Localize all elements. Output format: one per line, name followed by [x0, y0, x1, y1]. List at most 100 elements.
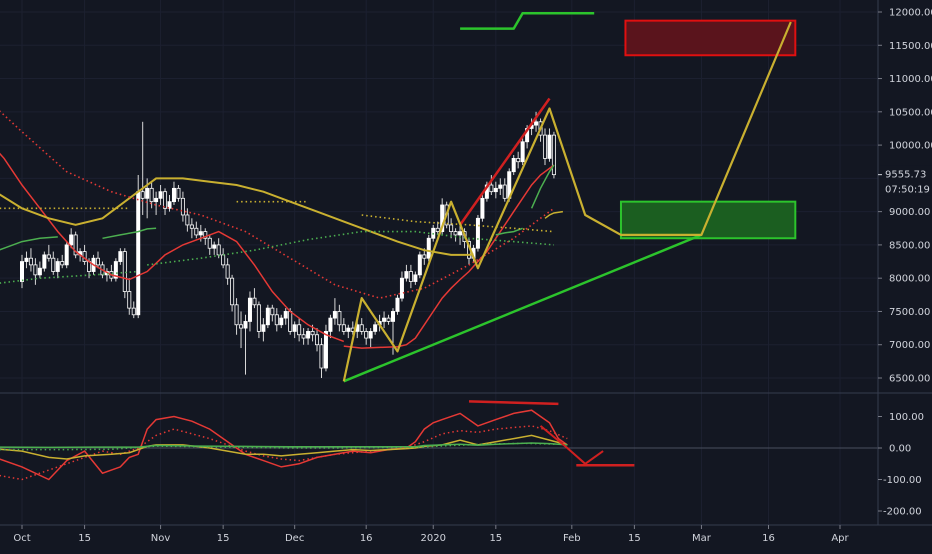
candle-body-1: [24, 257, 29, 262]
candle-body-111: [516, 157, 521, 163]
time-tick-label-1: 15: [78, 533, 91, 544]
candle-body-94: [440, 204, 445, 232]
green-ma-segment-3: [495, 227, 523, 236]
candle-body-105: [489, 184, 494, 193]
yellow-long-ma: [0, 177, 474, 256]
time-tick-label-4: Dec: [285, 533, 304, 544]
candle-body-44: [216, 244, 221, 256]
candle-body-35: [176, 187, 181, 199]
candle-body-108: [502, 184, 507, 199]
price-tick-label-0: 6500.00: [889, 374, 930, 385]
candle-body-2: [28, 257, 33, 266]
candle-body-63: [301, 334, 306, 339]
price-tick-label-9: 11000.00: [889, 74, 932, 85]
time-tick-label-12: Apr: [831, 533, 849, 544]
candle-countdown: 07:50:19: [885, 185, 930, 196]
candle-body-62: [297, 324, 302, 336]
candle-body-86: [404, 271, 409, 279]
last-price-box: [880, 165, 932, 196]
last-price-label: 9555.73: [885, 170, 926, 181]
time-tick-label-9: 15: [628, 533, 641, 544]
candle-body-51: [247, 297, 252, 322]
candle-body-37: [185, 214, 190, 226]
candles-layer: [19, 111, 556, 378]
candle-body-72: [341, 324, 346, 332]
oscillator-projection: [539, 425, 604, 466]
candle-body-107: [498, 184, 503, 189]
candle-body-61: [292, 324, 297, 332]
candle-body-84: [395, 297, 400, 312]
candle-body-39: [194, 227, 199, 236]
candle-body-12: [73, 234, 78, 256]
candle-body-97: [453, 231, 458, 236]
zigzag-pattern: [342, 21, 792, 382]
candle-body-68: [323, 331, 328, 369]
candle-body-55: [265, 307, 270, 326]
candle-body-118: [547, 134, 552, 159]
green-ma-segment-2: [102, 227, 157, 240]
candle-body-60: [288, 311, 293, 332]
candle-body-117: [542, 134, 547, 159]
candle-body-54: [261, 324, 266, 332]
time-tick-label-10: Mar: [692, 533, 712, 544]
candle-body-88: [413, 274, 418, 282]
candle-body-53: [256, 304, 261, 332]
candle-body-56: [270, 307, 275, 316]
candle-body-26: [136, 191, 141, 316]
time-tick-label-5: 16: [360, 533, 373, 544]
candle-body-24: [127, 291, 132, 309]
red-ma-descending: [0, 152, 345, 343]
oscillator-axis: 100.00 0.00 -100.00 -200.00: [878, 412, 924, 518]
candle-body-79: [373, 324, 378, 332]
time-axis: Oct 15 Nov 15 Dec 16 2020 15 Feb 15 Mar 16 Apr: [13, 525, 850, 544]
candle-body-23: [122, 251, 127, 292]
candle-body-81: [382, 317, 387, 322]
upper-green-segment: [460, 12, 595, 30]
candle-body-103: [480, 197, 485, 219]
candle-body-7: [51, 257, 56, 272]
trendline-support: [343, 233, 702, 383]
candle-body-28: [145, 187, 150, 199]
red-oscillator-dotted: [0, 425, 568, 481]
osc-tick-label-3: -200.00: [883, 507, 922, 518]
candle-body-50: [243, 321, 248, 329]
candle-body-9: [60, 261, 65, 266]
time-tick-label-3: 15: [217, 533, 230, 544]
candle-body-36: [180, 197, 185, 216]
candle-body-38: [189, 224, 194, 229]
candle-body-70: [332, 311, 337, 319]
oscillator-pane: [0, 400, 878, 481]
osc-tick-label-1: 0.00: [889, 444, 911, 455]
candle-body-112: [520, 141, 525, 163]
candle-body-6: [46, 254, 51, 259]
green-ma-segment-1: [0, 236, 58, 251]
candle-body-57: [274, 314, 279, 326]
green-ma-dotted-1: [0, 270, 139, 284]
candle-body-10: [64, 244, 69, 266]
time-tick-label-11: 16: [762, 533, 775, 544]
candle-body-67: [319, 344, 324, 369]
candle-body-4: [37, 267, 42, 276]
candle-body-102: [475, 217, 480, 249]
yellow-oscillator: [0, 434, 568, 460]
green-ma-dotted-2: [147, 230, 554, 266]
candle-body-106: [493, 187, 498, 193]
candle-body-69: [328, 317, 333, 332]
candle-body-34: [171, 187, 176, 203]
candle-body-25: [131, 307, 136, 316]
candle-body-43: [212, 244, 217, 249]
green-oscillator: [0, 442, 568, 449]
red-ma-dotted: [0, 110, 555, 299]
drawings-layer: [342, 12, 792, 383]
time-tick-label-8: Feb: [563, 533, 581, 544]
candle-body-29: [149, 187, 154, 203]
time-tick-label-7: 15: [489, 533, 502, 544]
candle-body-8: [55, 261, 60, 272]
candle-body-93: [435, 227, 440, 232]
candle-body-32: [163, 191, 168, 209]
candle-body-52: [252, 297, 257, 306]
candle-body-85: [399, 277, 404, 299]
price-tick-label-11: 12000.00: [889, 8, 932, 19]
